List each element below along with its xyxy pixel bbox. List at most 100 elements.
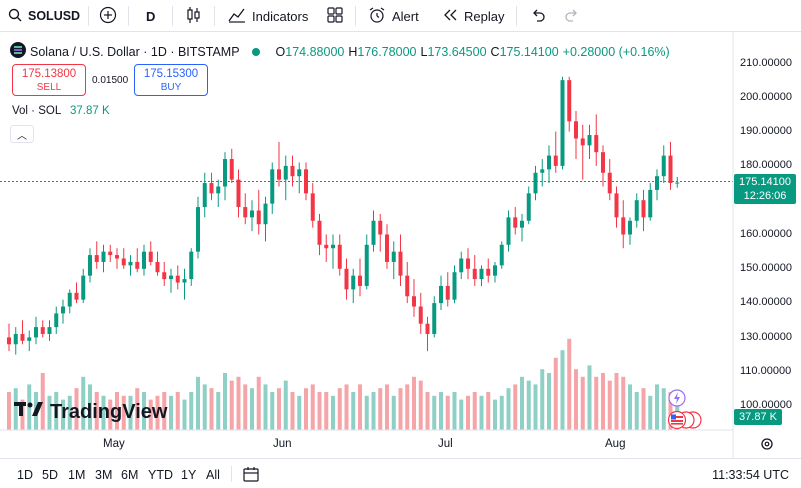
compare-button[interactable] [99, 0, 117, 32]
symbol-search[interactable]: SOLUSD [8, 0, 80, 32]
volume-label: Vol · SOL [12, 105, 61, 117]
us-flag-events-icon[interactable] [667, 410, 703, 435]
candle-body [148, 251, 153, 262]
candle-body [621, 217, 626, 235]
volume-bar [641, 388, 646, 430]
candle-body [486, 268, 491, 276]
volume-bar [472, 392, 477, 430]
candle-body [115, 255, 119, 259]
volume-bar [135, 388, 140, 430]
volume-bar [54, 392, 59, 430]
volume-bar [506, 388, 511, 430]
volume-bar [196, 376, 200, 430]
candle-body [236, 179, 241, 208]
layouts-button[interactable] [327, 0, 343, 32]
volume-bar [310, 384, 315, 430]
ohlc-close: C175.14100 [490, 44, 559, 59]
candle-body [256, 210, 261, 225]
volume-bar [169, 395, 173, 430]
candle-body [351, 275, 356, 290]
utc-clock[interactable]: 11:33:54 UTC [712, 468, 789, 482]
volume-bar [364, 395, 369, 430]
candle-body [331, 244, 335, 249]
candle-body [121, 258, 126, 266]
candle-body [439, 285, 443, 304]
range-6m[interactable]: 6M [121, 468, 139, 482]
buy-button[interactable]: 175.15300 BUY [134, 64, 208, 96]
range-3m[interactable]: 3M [95, 468, 113, 482]
settings-gear-icon[interactable] [759, 436, 775, 457]
candle-body [135, 261, 140, 269]
candle-body [209, 183, 214, 194]
candle-body [614, 193, 619, 218]
collapse-legend-button[interactable]: ︿ [10, 125, 34, 143]
volume-bar [587, 365, 592, 430]
candle-body [297, 169, 302, 177]
range-1m[interactable]: 1M [68, 468, 86, 482]
candle-body [526, 193, 531, 221]
range-all[interactable]: All [206, 468, 220, 482]
candle-body [277, 169, 281, 180]
volume-bar [371, 392, 376, 430]
chart-type-button[interactable] [186, 0, 202, 32]
volume-bar [263, 384, 268, 430]
undo-button[interactable] [530, 0, 546, 32]
indicators-button[interactable]: Indicators [228, 0, 308, 32]
redo-button[interactable] [564, 0, 580, 32]
volume-bar [486, 392, 491, 430]
divider [172, 6, 173, 26]
candle-body [574, 121, 578, 139]
interval-button[interactable]: D [146, 0, 155, 32]
volume-bar [648, 395, 653, 430]
volume-bar [40, 373, 45, 430]
date-range-button[interactable] [243, 466, 261, 485]
volume-bar [270, 392, 275, 430]
tradingview-logo[interactable]: TradingView [14, 400, 167, 424]
volume-bar [628, 384, 632, 430]
alert-label: Alert [392, 8, 419, 24]
volume-bar [243, 384, 248, 430]
candle-body [7, 337, 11, 345]
alert-button[interactable]: Alert [368, 0, 419, 32]
volume-bar [634, 392, 639, 430]
divider [88, 6, 89, 26]
range-1y[interactable]: 1Y [181, 468, 197, 482]
candle-body [243, 207, 248, 218]
candle-body [580, 138, 585, 146]
price-tick: 190.00000 [740, 125, 792, 137]
range-ytd[interactable]: YTD [148, 468, 173, 482]
volume-bar [283, 380, 288, 430]
calendar-icon [243, 467, 261, 485]
volume-bar [81, 376, 86, 430]
volume-bar [101, 395, 106, 430]
bar-countdown: 12:26:06 [743, 190, 787, 202]
ohlc-change: +0.28000 (+0.16%) [562, 44, 670, 59]
volume-bar [61, 399, 65, 430]
rewind-icon [442, 8, 458, 25]
volume-bar [108, 399, 113, 430]
volume-legend[interactable]: Vol · SOL 37.87 K [12, 105, 110, 117]
legend-title[interactable]: Solana / U.S. Dollar · 1D · BITSTAMP [30, 44, 240, 59]
redo-icon [564, 8, 580, 25]
candle-body [13, 333, 18, 345]
candle-body [61, 306, 65, 314]
candle-body [499, 244, 504, 266]
sell-button[interactable]: 175.13800 SELL [12, 64, 86, 96]
range-1d[interactable]: 1D [17, 468, 33, 482]
candle-body [54, 313, 59, 328]
grid-layout-icon [327, 6, 343, 26]
candle-body [452, 272, 457, 300]
replay-button[interactable]: Replay [442, 0, 504, 32]
current-volume-label: 37.87 K [734, 409, 782, 425]
candle-body [74, 292, 79, 300]
candle-body [88, 255, 92, 276]
lightning-event-icon[interactable] [668, 389, 686, 412]
sell-price: 175.13800 [21, 68, 77, 80]
time-tick: Aug [605, 438, 626, 450]
interval-label: D [146, 8, 156, 24]
candle-body [358, 275, 362, 286]
candle-body [223, 159, 227, 187]
volume-bar [418, 380, 423, 430]
range-5d[interactable]: 5D [42, 468, 58, 482]
